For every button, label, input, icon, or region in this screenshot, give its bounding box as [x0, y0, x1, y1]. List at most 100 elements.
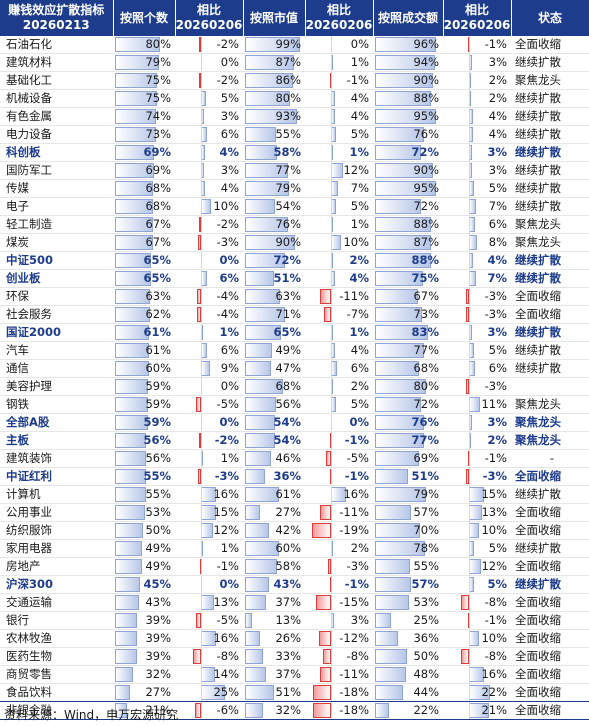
count_chg-zero-line: [200, 234, 202, 251]
count_chg-value: 6%: [220, 343, 239, 357]
count-value: 65%: [143, 271, 171, 285]
mktcap-cell: 77%: [243, 161, 305, 180]
row-label: 交通运输: [0, 593, 113, 612]
count-value: 32%: [145, 667, 171, 681]
count_chg-value: 1%: [219, 325, 239, 339]
mktcap_chg-zero-line: [330, 108, 332, 125]
count_chg-bar: [193, 649, 201, 664]
count_chg-cell: -6%: [175, 701, 243, 720]
row-label: 计算机: [0, 485, 113, 504]
status-label: 继续扩散: [511, 125, 589, 144]
mktcap_chg-cell: 4%: [305, 89, 373, 108]
count_chg-value: -2%: [216, 37, 239, 51]
count-cell: 61%: [113, 323, 175, 342]
mktcap_chg-value: 7%: [350, 181, 369, 195]
count_chg-zero-line: [200, 630, 202, 647]
turnover_chg-cell: 3%: [443, 143, 511, 162]
count-cell: 63%: [113, 287, 175, 306]
turnover_chg-zero-line: [468, 522, 470, 539]
row-label: 环保: [0, 287, 113, 306]
mktcap_chg-zero-line: [330, 468, 332, 485]
turnover_chg-value: 4%: [488, 127, 507, 141]
count_chg-cell: 16%: [175, 485, 243, 504]
count_chg-zero-line: [200, 648, 202, 665]
mktcap_chg-value: 1%: [350, 217, 369, 231]
turnover_chg-zero-line: [468, 90, 470, 107]
table-row: 公用事业 53% 15% 27% -11% 57% 13% 全面收缩: [0, 503, 589, 522]
count-cell: 59%: [113, 395, 175, 414]
mktcap-cell: 42%: [243, 521, 305, 540]
turnover_chg-value: -1%: [484, 613, 507, 627]
turnover_chg-value: 2%: [487, 433, 507, 447]
turnover-bar: [375, 595, 409, 610]
turnover_chg-zero-line: [468, 144, 470, 161]
row-label: 石油石化: [0, 36, 113, 54]
turnover_chg-cell: -1%: [443, 449, 511, 468]
row-label: 通信: [0, 359, 113, 378]
turnover-cell: 48%: [373, 665, 443, 684]
mktcap-value: 32%: [275, 703, 301, 717]
turnover-cell: 95%: [373, 179, 443, 198]
turnover_chg-cell: 2%: [443, 431, 511, 450]
count-cell: 65%: [113, 269, 175, 288]
turnover-value: 95%: [413, 109, 439, 123]
count_chg-zero-line: [200, 576, 202, 593]
turnover-bar: [375, 469, 408, 484]
count-value: 43%: [145, 595, 171, 609]
mktcap-value: 54%: [273, 415, 301, 429]
status-label: 继续扩散: [511, 359, 589, 378]
mktcap_chg-cell: 4%: [305, 341, 373, 360]
turnover-bar: [375, 631, 399, 646]
turnover-value: 77%: [411, 433, 439, 447]
count-cell: 56%: [113, 431, 175, 450]
row-label: 全部A股: [0, 413, 113, 432]
turnover-bar: [375, 415, 424, 430]
mktcap-value: 37%: [275, 667, 301, 681]
count_chg-zero-line: [200, 270, 202, 287]
turnover_chg-zero-line: [468, 126, 470, 143]
count_chg-cell: 0%: [175, 413, 243, 432]
turnover-bar: [375, 397, 422, 412]
count_chg-zero-line: [200, 522, 202, 539]
turnover_chg-value: 13%: [481, 505, 507, 519]
turnover-bar: [375, 109, 436, 124]
turnover_chg-bar: [468, 559, 481, 574]
count-cell: 39%: [113, 647, 175, 666]
count_chg-bar: [200, 361, 210, 376]
turnover-bar: [375, 559, 411, 574]
turnover-cell: 94%: [373, 53, 443, 72]
mktcap-cell: 93%: [243, 107, 305, 126]
turnover_chg-zero-line: [468, 486, 470, 503]
table-row: 房地产 49% -1% 58% -3% 55% 12% 全面收缩: [0, 557, 589, 576]
turnover_chg-cell: 11%: [443, 395, 511, 414]
mktcap-bar: [245, 451, 271, 466]
mktcap-bar: [245, 361, 272, 376]
mktcap-bar: [245, 577, 270, 592]
mktcap_chg-cell: -11%: [305, 287, 373, 306]
mktcap_chg-value: 1%: [349, 145, 369, 159]
mktcap_chg-zero-line: [330, 252, 332, 269]
count-cell: 60%: [113, 359, 175, 378]
count-cell: 68%: [113, 197, 175, 216]
count-cell: 50%: [113, 521, 175, 540]
mktcap-bar: [245, 253, 286, 268]
mktcap_chg-zero-line: [330, 450, 332, 467]
turnover-cell: 73%: [373, 305, 443, 324]
mktcap_chg-bar: [313, 703, 331, 718]
mktcap-cell: 36%: [243, 467, 305, 486]
turnover-cell: 88%: [373, 89, 443, 108]
mktcap_chg-value: -12%: [339, 631, 369, 645]
mktcap-bar: [245, 703, 263, 718]
count_chg-cell: 3%: [175, 107, 243, 126]
mktcap_chg-bar: [323, 307, 331, 322]
count-bar: [115, 469, 146, 484]
count-value: 21%: [145, 703, 171, 717]
count_chg-cell: 0%: [175, 251, 243, 270]
count-value: 67%: [145, 235, 171, 249]
turnover-value: 44%: [413, 685, 439, 699]
turnover_chg-cell: -3%: [443, 287, 511, 306]
mktcap_chg-cell: 3%: [305, 611, 373, 630]
status-label: 聚焦龙头: [511, 395, 589, 414]
turnover_chg-value: 16%: [481, 667, 507, 681]
mktcap-value: 72%: [273, 253, 301, 267]
